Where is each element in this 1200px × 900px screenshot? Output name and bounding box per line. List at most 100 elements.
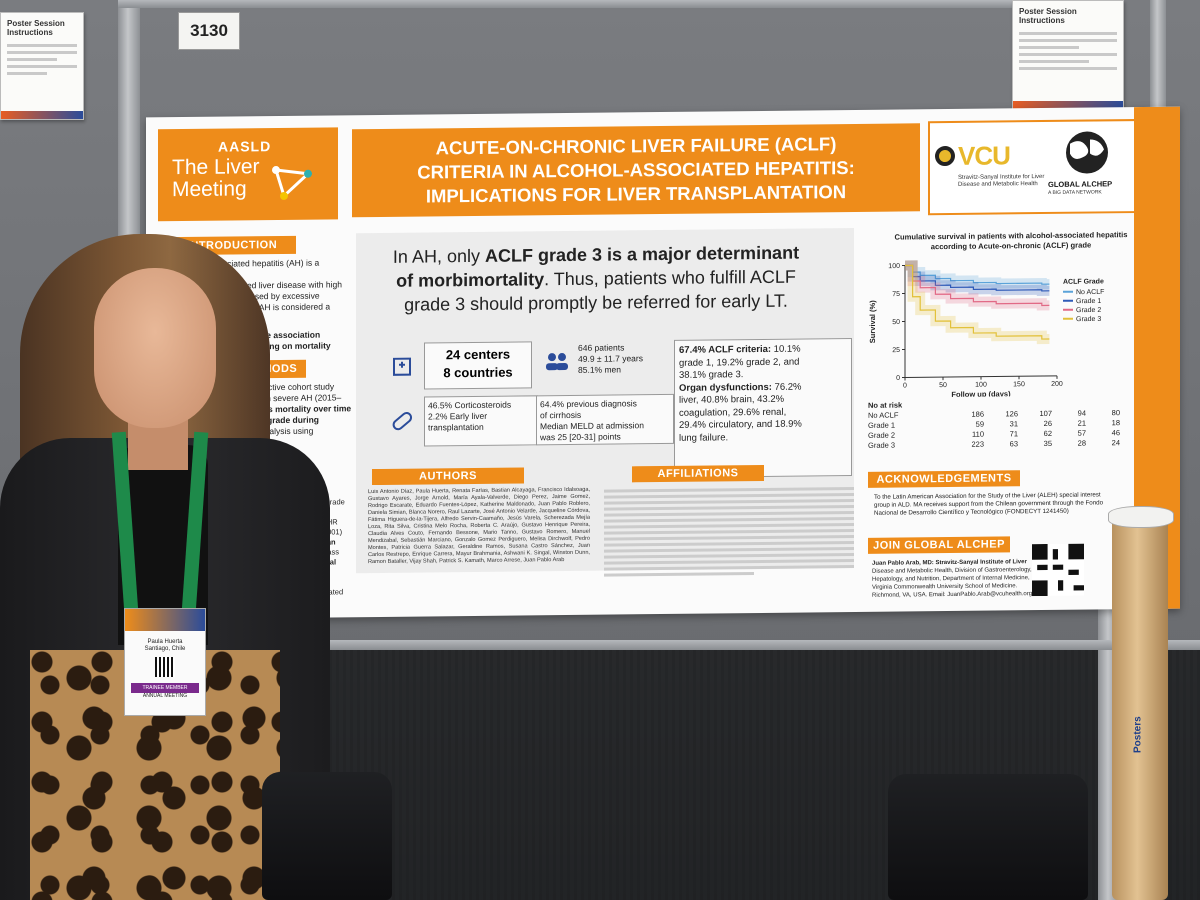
- liver-meeting-logo-icon: [272, 166, 312, 200]
- name-badge: Paula Huerta Santiago, Chile TRAINEE MEM…: [124, 608, 206, 716]
- aclf-criteria-line: 10.1%: [771, 343, 801, 355]
- vcu-subtitle: Stravitz-Sanyal Institute for Liver Dise…: [958, 174, 1045, 188]
- x-tick-label: 0: [903, 382, 907, 389]
- vcu-seal-icon: [935, 146, 955, 167]
- instructions-title: Poster Session Instructions: [7, 19, 65, 37]
- survival-chart-svg: Cumulative survival in patients with alc…: [868, 230, 1128, 399]
- organ-line: lung failure.: [679, 431, 729, 444]
- risk-cell: 59: [975, 419, 984, 429]
- duffel-bag: [888, 774, 1088, 900]
- number-at-risk-table: No at risk No ACLF 186 126 107 94 80 Grade 1 59 3…: [864, 397, 1124, 450]
- y-tick-label: 75: [892, 291, 900, 298]
- risk-cell: 46: [1111, 427, 1120, 437]
- countries-value: 8 countries: [443, 364, 513, 381]
- risk-cell: 94: [1077, 408, 1086, 418]
- poster-tube: [1112, 512, 1168, 900]
- x-tick-label: 200: [1051, 381, 1063, 388]
- pill-icon: [392, 412, 413, 431]
- board-top-rail: [118, 0, 1120, 8]
- booth-number-sign: 3130: [178, 12, 240, 50]
- organ-line: liver, 40.8% brain, 43.2%: [679, 393, 785, 406]
- risk-cell: 223: [971, 439, 984, 449]
- authors-list: Luis Antonio Díaz, Paula Huerta, Renata …: [368, 486, 590, 566]
- legend-entry: Grade 3: [1076, 316, 1101, 323]
- centers-value: 24 centers: [445, 346, 511, 363]
- aclf-criteria-stat: 67.4% ACLF criteria: 10.1% grade 1, 19.2…: [674, 338, 852, 478]
- x-tick-label: 100: [975, 382, 987, 389]
- risk-cell: 186: [971, 409, 984, 419]
- global-alchep-globe-icon: [1066, 131, 1108, 174]
- y-tick-label: 50: [892, 319, 900, 326]
- acknowledgements-heading: ACKNOWLEDGEMENTS: [868, 470, 1020, 488]
- brand-line-1: The Liver: [172, 155, 260, 180]
- headline-part: grade 3 should promptly be referred for …: [404, 290, 788, 315]
- aasld-text: AASLD: [218, 138, 272, 155]
- backpack: [262, 772, 392, 900]
- risk-cell: 57: [1077, 428, 1086, 438]
- person-face: [94, 268, 216, 428]
- badge-header: [125, 609, 205, 631]
- y-tick-label: 100: [888, 263, 900, 270]
- aasld-logo: AASLD The Liver Meeting: [158, 127, 338, 222]
- badge-city-text: Santiago, Chile: [144, 646, 186, 652]
- risk-cell: 63: [1009, 438, 1018, 448]
- risk-cell: 24: [1111, 437, 1120, 447]
- qr-code-icon: [1032, 543, 1084, 597]
- vcu-logo-text: VCU: [958, 140, 1010, 171]
- acknowledgements-text: To the Latin American Association for th…: [874, 491, 1130, 518]
- aclf-criteria-line: 38.1% grade 3.: [679, 369, 744, 381]
- headline-part: . Thus, patients who fulfill ACLF: [544, 266, 796, 290]
- risk-cell: 31: [1009, 418, 1018, 428]
- board-bottom-rail: [140, 640, 1200, 650]
- y-tick-label: 25: [892, 347, 900, 354]
- poster-tube-label: Posters: [1132, 716, 1144, 754]
- key-findings-panel: In AH, only ACLF grade 3 is a major dete…: [356, 227, 854, 574]
- legend-entry: Grade 1: [1076, 298, 1101, 305]
- y-tick-label: 0: [896, 375, 900, 382]
- patients-icon: [546, 353, 568, 371]
- risk-cell: 21: [1077, 418, 1086, 428]
- organ-line: coagulation, 29.6% renal,: [679, 406, 787, 419]
- series-line: [905, 264, 1050, 307]
- institution-logos: VCU Stravitz-Sanyal Institute for Liver …: [928, 119, 1136, 216]
- risk-cell: 110: [972, 429, 984, 439]
- badge-qr-icon: [155, 657, 175, 677]
- poster-title: ACUTE-ON-CHRONIC LIVER FAILURE (ACLF) CR…: [352, 123, 920, 218]
- risk-cell: 35: [1043, 438, 1052, 448]
- join-alchep-heading: JOIN GLOBAL ALCHEP: [868, 536, 1010, 554]
- legend-entry: Grade 2: [1076, 307, 1101, 314]
- series-line: [905, 264, 1050, 292]
- affiliations-heading: AFFILIATIONS: [632, 464, 764, 483]
- early-lt-value: transplantation: [428, 421, 484, 433]
- legend-title: ACLF Grade: [1063, 278, 1104, 285]
- series-line: [905, 264, 1050, 340]
- risk-row-label: Grade 3: [868, 440, 896, 450]
- x-axis-label: Follow up (days): [951, 389, 1011, 398]
- aclf-criteria-line: grade 1, 19.2% grade 2, and: [679, 356, 800, 369]
- organ-bold: Organ dysfunctions:: [679, 381, 772, 394]
- research-poster: AASLD The Liver Meeting ACUTE-ON-CHRONIC…: [146, 106, 1180, 620]
- treatment-stat: 46.5% Corticosteroids 2.2% Early liver t…: [424, 395, 538, 447]
- headline-bold: of morbimortality: [396, 269, 545, 291]
- legend-entry: No ACLF: [1076, 289, 1104, 296]
- chart-title-line-2: according to Acute-on-chronic (ACLF) gra…: [931, 241, 1091, 252]
- badge-role: TRAINEE MEMBER: [131, 683, 199, 693]
- series-line: [905, 264, 1050, 285]
- x-tick-label: 150: [1013, 381, 1025, 388]
- title-line-3: IMPLICATIONS FOR LIVER TRANSPLANTATION: [425, 181, 847, 207]
- poster-tube-cap: [1108, 506, 1174, 528]
- y-axis-label: Survival (%): [868, 300, 877, 344]
- alchep-text: GLOBAL ALCHEP: [1048, 179, 1113, 189]
- centers-stat: 24 centers 8 countries: [424, 341, 532, 390]
- organ-line: 29.4% circulatory, and 18.9%: [679, 418, 802, 431]
- key-message: In AH, only ACLF grade 3 is a major dete…: [376, 240, 816, 317]
- risk-cell: 71: [1009, 428, 1018, 438]
- survival-chart: Cumulative survival in patients with alc…: [861, 225, 1161, 468]
- instructions-sheet-right: Poster Session Instructions: [1012, 0, 1124, 110]
- risk-cell: 80: [1111, 407, 1120, 417]
- hospital-icon: [393, 357, 411, 376]
- risk-cell: 126: [1005, 408, 1018, 418]
- organ-line: 76.2%: [771, 381, 802, 393]
- meld-line: was 25 [20-31] points: [540, 431, 621, 443]
- chart-title-line-1: Cumulative survival in patients with alc…: [895, 230, 1128, 241]
